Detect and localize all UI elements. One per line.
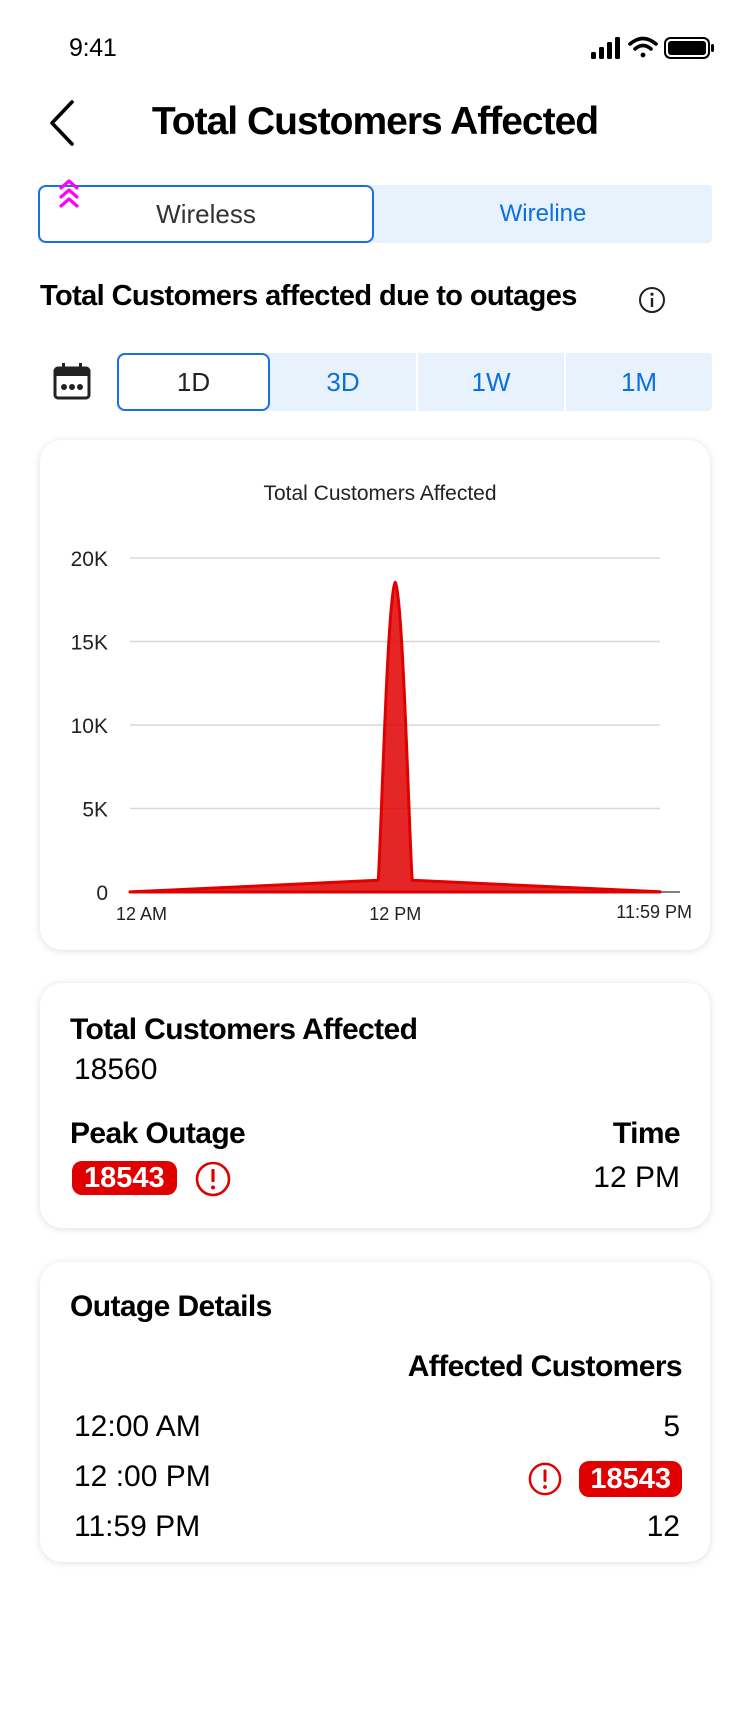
y-tick-label: 15K <box>71 632 108 655</box>
area-chart: Total Customers Affected 0 5K 10K 15K 20K 12 A… <box>71 482 692 924</box>
drag-handle-icon <box>59 179 79 208</box>
y-tick-label: 5K <box>82 799 108 822</box>
affected-customers-header: Affected Customers <box>407 1350 683 1383</box>
range-1m[interactable]: 1M <box>620 366 658 397</box>
detail-row-value: 5 <box>663 1410 680 1443</box>
range-3d[interactable]: 3D <box>326 366 360 397</box>
range-1w[interactable]: 1W <box>471 366 511 397</box>
status-icons <box>591 36 714 59</box>
time-range-selector: 1D 3D 1W 1M <box>117 353 712 411</box>
peak-outage-badge: 18543 <box>72 1161 177 1195</box>
detail-row-time: 12 :00 PM <box>74 1460 211 1493</box>
back-button[interactable] <box>44 98 84 148</box>
chart-title: Total Customers Affected <box>263 482 496 505</box>
range-1d[interactable]: 1D <box>117 353 270 411</box>
total-value: 18560 <box>74 1053 158 1086</box>
details-title: Outage Details <box>70 1290 272 1323</box>
battery-icon <box>664 37 714 59</box>
outage-details-card: Outage Details Affected Customers 12:00 … <box>40 1262 710 1562</box>
y-tick-label: 10K <box>71 715 108 738</box>
range-divider <box>564 353 566 411</box>
detail-row-value: 12 <box>646 1510 680 1543</box>
chart-card: Total Customers Affected 0 5K 10K 15K 20K 12 A… <box>40 440 710 950</box>
back-chevron-icon <box>50 100 74 146</box>
network-type-toggle: Wireless Wireline <box>38 185 712 243</box>
calendar-icon[interactable] <box>52 362 92 402</box>
y-tick-label: 20K <box>71 548 108 571</box>
signal-icon <box>591 37 620 59</box>
range-divider <box>416 353 418 411</box>
x-tick-label: 11:59 PM <box>616 902 692 922</box>
info-icon[interactable] <box>638 286 666 314</box>
alert-icon <box>195 1161 231 1197</box>
tab-wireline[interactable]: Wireline <box>499 200 587 227</box>
status-time: 9:41 <box>69 34 117 62</box>
total-label: Total Customers Affected <box>70 1013 418 1046</box>
y-tick-label: 0 <box>96 882 108 905</box>
section-title: Total Customers affected due to outages <box>40 280 577 312</box>
x-tick-label: 12 PM <box>369 904 421 924</box>
detail-row-badge: 18543 <box>579 1461 682 1497</box>
tab-wireless[interactable]: Wireless <box>38 185 374 243</box>
time-value: 12 PM <box>593 1161 680 1194</box>
x-tick-label: 12 AM <box>116 904 167 924</box>
summary-card: Total Customers Affected 18560 Peak Outa… <box>40 983 710 1228</box>
detail-row-time: 12:00 AM <box>74 1410 201 1443</box>
peak-outage-label: Peak Outage <box>70 1117 246 1150</box>
alert-icon <box>528 1462 562 1496</box>
wifi-icon <box>628 36 658 58</box>
series-area <box>128 580 662 894</box>
detail-row-time: 11:59 PM <box>74 1510 201 1543</box>
time-label: Time <box>612 1117 681 1150</box>
page-title: Total Customers Affected <box>151 100 599 143</box>
